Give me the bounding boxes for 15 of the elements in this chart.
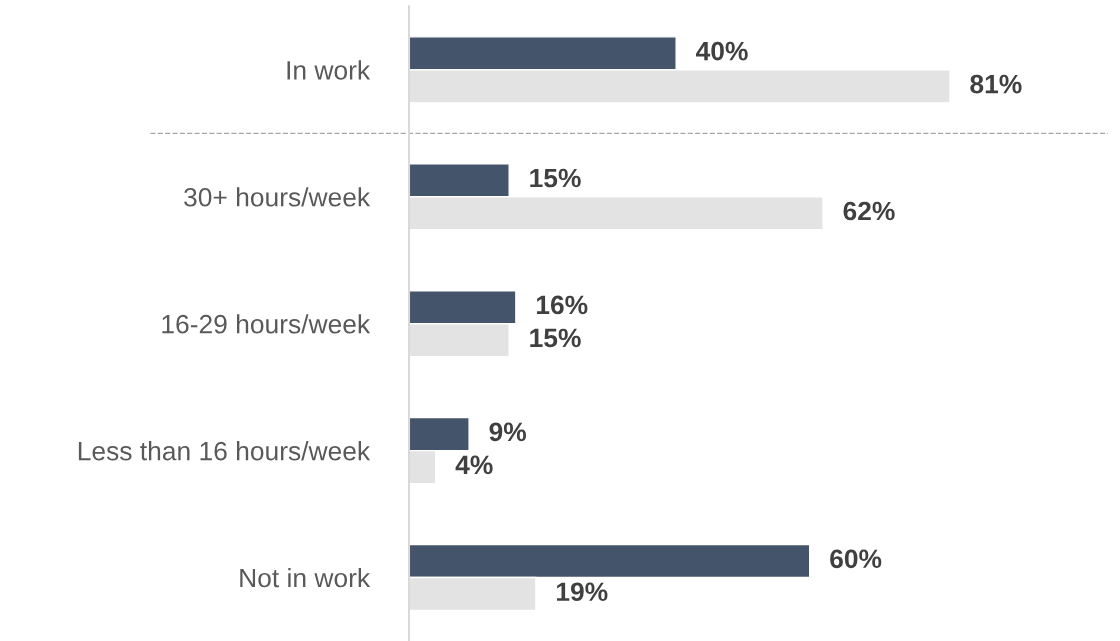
data-label: 81% — [970, 74, 1022, 94]
data-label: 15% — [530, 328, 581, 348]
y-tick-label: Less than 16 hours/week — [78, 441, 371, 461]
data-label: 15% — [530, 168, 581, 188]
data-label: 60% — [830, 549, 882, 569]
y-tick-label: In work — [287, 60, 371, 80]
y-tick-label: 30+ hours/week — [184, 187, 371, 207]
data-label: 19% — [557, 582, 608, 602]
data-label: 9% — [489, 422, 526, 442]
y-tick-label: Not in work — [240, 567, 371, 588]
y-tick-label: 16-29 hours/week — [162, 314, 371, 334]
data-label: 16% — [536, 295, 588, 315]
data-label: 62% — [843, 201, 895, 221]
data-label: 40% — [696, 41, 748, 61]
data-label: 4% — [455, 455, 493, 475]
